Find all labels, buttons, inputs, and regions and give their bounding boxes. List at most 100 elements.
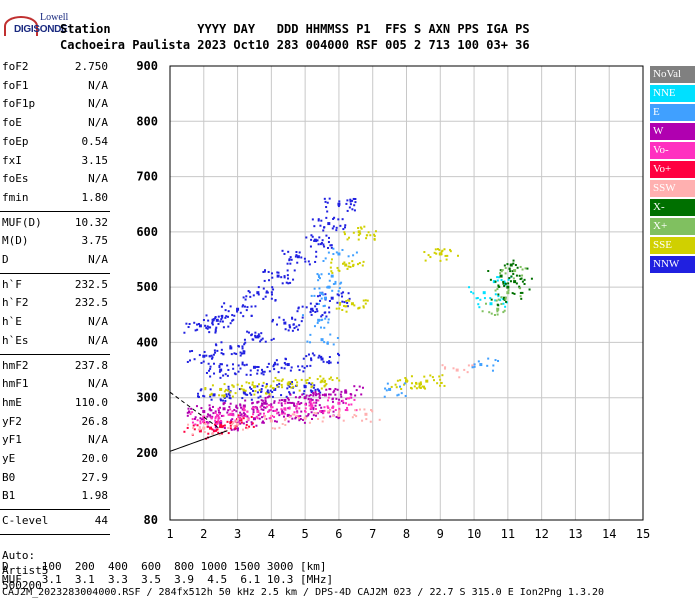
data-point xyxy=(288,391,291,394)
data-point xyxy=(247,290,250,293)
data-point xyxy=(341,399,344,402)
data-point xyxy=(337,401,341,405)
param-row: B1 1.98 xyxy=(2,489,108,503)
data-point xyxy=(489,302,493,306)
data-point xyxy=(241,361,244,364)
data-point xyxy=(215,326,218,329)
data-point xyxy=(291,413,294,416)
data-point xyxy=(264,400,267,403)
data-point xyxy=(238,388,241,391)
data-point xyxy=(194,329,197,332)
data-point xyxy=(504,282,507,285)
data-point xyxy=(346,209,349,212)
data-point xyxy=(293,411,296,414)
data-point xyxy=(310,404,314,408)
data-point xyxy=(287,282,290,285)
data-point xyxy=(346,301,349,304)
data-point xyxy=(323,304,326,307)
data-point xyxy=(327,241,330,244)
data-point xyxy=(468,286,471,289)
data-point xyxy=(277,411,280,414)
data-point xyxy=(257,333,260,336)
data-point xyxy=(344,226,347,229)
data-point xyxy=(213,423,216,426)
data-point xyxy=(321,314,324,317)
data-point xyxy=(295,405,298,408)
data-point xyxy=(243,414,246,417)
data-point xyxy=(218,406,221,409)
data-point xyxy=(295,251,298,254)
data-point xyxy=(263,270,266,273)
data-point xyxy=(308,421,311,424)
data-point xyxy=(212,412,215,415)
data-point xyxy=(326,286,329,289)
data-point xyxy=(310,238,313,241)
data-point xyxy=(311,352,314,355)
data-point xyxy=(231,395,234,398)
data-point xyxy=(266,291,269,294)
data-point xyxy=(362,305,365,308)
data-point xyxy=(332,391,335,394)
data-point xyxy=(222,407,226,411)
data-point xyxy=(189,413,192,416)
data-point xyxy=(337,205,340,208)
data-point xyxy=(241,397,244,400)
data-point xyxy=(310,383,313,386)
data-point xyxy=(298,324,301,327)
data-point xyxy=(318,236,321,239)
data-point xyxy=(256,391,259,394)
data-point xyxy=(490,312,493,315)
data-point xyxy=(257,293,260,296)
data-point xyxy=(281,386,284,389)
data-point xyxy=(499,299,502,302)
param-name: yE xyxy=(2,452,16,465)
data-point xyxy=(242,412,245,415)
data-point xyxy=(494,359,497,362)
data-point xyxy=(265,402,268,405)
data-point xyxy=(281,249,284,252)
data-point xyxy=(209,388,212,391)
data-point xyxy=(331,398,334,401)
data-point xyxy=(310,357,313,360)
data-point xyxy=(490,298,493,301)
data-point xyxy=(421,385,424,388)
data-point xyxy=(281,411,284,414)
data-point xyxy=(338,287,341,290)
data-point xyxy=(427,254,430,257)
data-point xyxy=(214,411,217,414)
data-point xyxy=(304,379,307,382)
param-name: M(D) xyxy=(2,234,29,248)
data-point xyxy=(264,399,267,402)
legend-item: X+ xyxy=(650,218,695,235)
data-point xyxy=(276,412,279,415)
x-tick-label: 11 xyxy=(501,527,515,541)
data-point xyxy=(520,277,523,280)
data-point xyxy=(245,420,248,423)
data-point xyxy=(519,278,522,281)
data-point xyxy=(292,391,295,394)
data-point xyxy=(227,385,230,388)
data-point xyxy=(439,378,442,381)
data-point xyxy=(312,406,315,409)
data-point xyxy=(191,418,194,421)
x-tick-label: 1 xyxy=(166,527,173,541)
data-point xyxy=(205,354,208,357)
data-point xyxy=(214,330,217,333)
data-point xyxy=(260,390,263,393)
data-point xyxy=(343,261,346,264)
data-point xyxy=(345,202,348,205)
data-point xyxy=(317,274,320,277)
data-point xyxy=(186,360,189,363)
data-point xyxy=(326,405,329,408)
data-point xyxy=(332,405,335,408)
data-point xyxy=(270,297,273,300)
data-point xyxy=(506,285,510,289)
data-point xyxy=(208,408,211,411)
data-point xyxy=(239,411,242,414)
data-point xyxy=(338,416,341,419)
data-point xyxy=(231,319,234,322)
data-point xyxy=(273,368,276,371)
data-point xyxy=(309,310,312,313)
data-point xyxy=(320,355,323,358)
data-point xyxy=(259,395,262,398)
